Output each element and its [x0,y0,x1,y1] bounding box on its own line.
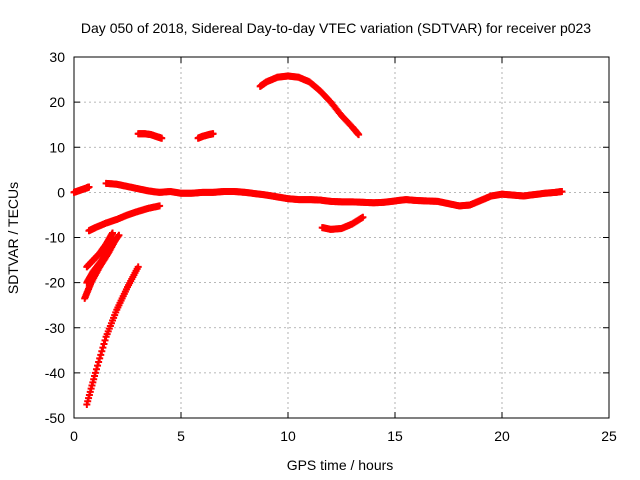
data-point [100,340,108,348]
data-point [94,362,102,370]
data-point [558,187,566,195]
series-segment-dip-low [318,213,367,233]
series-segment-recovery [85,202,164,235]
series-segment-high-b [194,130,217,142]
y-tick-label: -30 [45,320,65,336]
chart-title: Day 050 of 2018, Sidereal Day-to-day VTE… [81,20,591,36]
data-point [355,131,363,139]
y-tick-label: 20 [49,94,65,110]
data-point [359,213,367,221]
x-axis: 0 5 10 15 20 25 [70,57,617,444]
x-tick-label: 20 [494,428,510,444]
data-point [115,231,123,239]
data-point [98,347,106,355]
data-point [209,130,217,138]
series-segment-steep-rise [83,263,142,408]
series-segment-early-zero [70,183,93,196]
data-point [85,183,93,191]
y-tick-label: -20 [45,275,65,291]
data-point [97,351,105,359]
x-tick-label: 10 [280,428,296,444]
x-tick-label: 15 [387,428,403,444]
x-tick-label: 0 [70,428,78,444]
data-point [95,358,103,366]
x-tick-label: 25 [601,428,617,444]
y-tick-label: -40 [45,365,65,381]
y-axis-label: SDTVAR / TECUs [5,182,21,294]
data-point [109,229,117,237]
data-point [158,134,166,142]
y-tick-label: 10 [49,139,65,155]
data-point [99,344,107,352]
series-segment-rise-b [83,231,123,287]
series-segment-high-a [134,130,166,142]
data-point [134,263,142,271]
y-axis: -50 -40 -30 -20 -10 0 10 20 30 [45,49,609,426]
x-tick-label: 5 [177,428,185,444]
data-points [70,72,566,408]
data-point [96,354,104,362]
data-point [91,369,99,377]
y-tick-label: -10 [45,230,65,246]
y-tick-label: -50 [45,410,65,426]
series-segment-rise-c [83,229,117,271]
y-tick-label: 0 [57,184,65,200]
series-segment-arc-high [256,72,363,139]
data-point [101,336,109,344]
data-point [92,365,100,373]
x-axis-label: GPS time / hours [287,457,394,473]
series-segment-main-band [102,179,566,210]
y-tick-label: 30 [49,49,65,65]
data-point [156,202,164,210]
